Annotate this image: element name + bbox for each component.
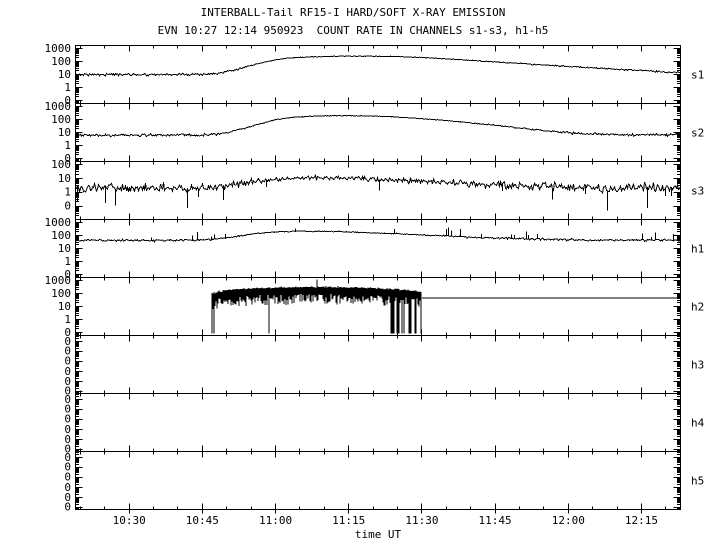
y-tick-label-h5: 0 xyxy=(64,471,71,484)
x-tick-label: 11:15 xyxy=(332,514,365,527)
x-tick-label: 12:15 xyxy=(625,514,658,527)
y-tick-label-h4: 0 xyxy=(64,403,71,416)
y-tick-label-s2: 0 xyxy=(64,152,71,165)
y-tick-label-h4: 0 xyxy=(64,413,71,426)
y-tick-label-s2: 1000 xyxy=(45,100,72,113)
x-tick-label: 10:45 xyxy=(186,514,219,527)
y-tick-label-h2: 10 xyxy=(58,300,71,313)
chart-subtitle: EVN 10:27 12:14 950923 COUNT RATE IN CHA… xyxy=(157,24,549,37)
y-tick-label-s2: 1 xyxy=(64,139,71,152)
y-tick-label-h5: 0 xyxy=(64,501,71,514)
y-tick-label-h1: 10 xyxy=(58,242,71,255)
trace-s3 xyxy=(75,174,681,211)
channel-label-h3: h3 xyxy=(691,359,704,372)
y-tick-label-h3: 0 xyxy=(64,355,71,368)
y-tick-label-h3: 0 xyxy=(64,375,71,388)
y-tick-label-h3: 0 xyxy=(64,345,71,358)
y-tick-label-s1: 1 xyxy=(64,81,71,94)
y-tick-label-h5: 0 xyxy=(64,491,71,504)
channel-label-s2: s2 xyxy=(691,127,704,140)
y-tick-label-h2: 1000 xyxy=(45,274,72,287)
y-tick-label-h3: 0 xyxy=(64,385,71,398)
y-tick-label-s3: 1 xyxy=(64,186,71,199)
y-tick-label-h5: 0 xyxy=(64,461,71,474)
y-tick-label-h2: 1 xyxy=(64,313,71,326)
y-tick-label-h1: 0 xyxy=(64,268,71,281)
trace-s1 xyxy=(75,55,681,78)
y-tick-label-h1: 1 xyxy=(64,255,71,268)
y-tick-label-s1: 0 xyxy=(64,94,71,107)
y-tick-label-s1: 100 xyxy=(51,55,71,68)
channel-label-h4: h4 xyxy=(691,417,705,430)
x-axis-label: time UT xyxy=(354,528,402,541)
y-tick-label-h3: 0 xyxy=(64,365,71,378)
y-tick-label-h2: 100 xyxy=(51,287,71,300)
channel-label-s3: s3 xyxy=(691,185,704,198)
chart-title: INTERBALL-Tail RF15-I HARD/SOFT X-RAY EM… xyxy=(200,6,506,19)
x-tick-label: 11:30 xyxy=(405,514,438,527)
y-tick-label-s2: 100 xyxy=(51,113,71,126)
y-tick-label-s1: 1000 xyxy=(45,42,72,55)
y-tick-label-h4: 0 xyxy=(64,443,71,456)
y-tick-label-s2: 10 xyxy=(58,126,71,139)
y-tick-label-h3: 0 xyxy=(64,335,71,348)
trace-s2 xyxy=(75,114,681,138)
y-tick-label-h4: 0 xyxy=(64,423,71,436)
x-tick-label: 11:45 xyxy=(479,514,512,527)
channel-label-s1: s1 xyxy=(691,69,704,82)
y-tick-label-h5: 0 xyxy=(64,451,71,464)
y-tick-label-h5: 0 xyxy=(64,481,71,494)
axes-and-ticks xyxy=(75,45,681,514)
y-tick-label-s3: 10 xyxy=(58,172,71,185)
x-tick-label: 11:00 xyxy=(259,514,292,527)
channel-label-h1: h1 xyxy=(691,243,704,256)
channel-label-h5: h5 xyxy=(691,475,704,488)
channel-label-h2: h2 xyxy=(691,301,704,314)
trace-h1 xyxy=(75,227,681,243)
y-tick-label-s3: 0 xyxy=(64,200,71,213)
y-tick-label-h1: 1000 xyxy=(45,216,72,229)
y-tick-label-s3: 100 xyxy=(51,158,71,171)
y-tick-label-h4: 0 xyxy=(64,433,71,446)
x-tick-label: 12:00 xyxy=(552,514,585,527)
y-tick-label-s1: 10 xyxy=(58,68,71,81)
y-tick-label-h1: 100 xyxy=(51,229,71,242)
y-tick-label-h2: 0 xyxy=(64,326,71,339)
x-tick-label: 10:30 xyxy=(113,514,146,527)
y-tick-label-h4: 0 xyxy=(64,393,71,406)
trace-h2 xyxy=(211,279,681,334)
